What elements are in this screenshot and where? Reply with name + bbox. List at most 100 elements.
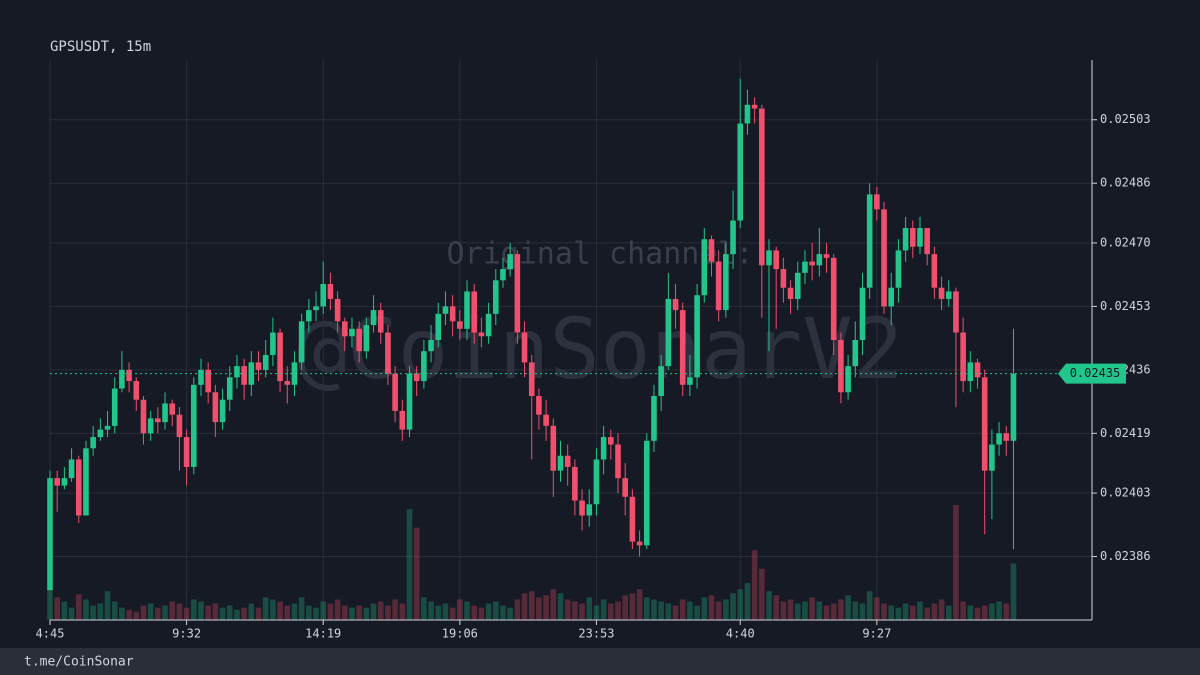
volume-bar [823,605,830,620]
volume-bar [694,605,700,620]
candle-body [838,340,844,393]
candle-body [938,287,945,299]
volume-bar [881,603,887,620]
candle-body [866,194,873,288]
y-tick-label: 0.02486 [1100,176,1151,190]
candle-body [492,280,499,314]
volume-bar [162,605,168,620]
candle-body [313,306,319,311]
volume-bar [140,605,147,620]
candle-body [191,384,197,467]
volume-bar [1010,563,1017,620]
volume-bar [593,605,600,620]
volume-bar [61,601,68,620]
x-tick-label: 9:27 [862,627,891,641]
candle-body [349,328,355,337]
candle-body [421,351,427,382]
volume-bar [277,601,283,620]
volume-bar [974,607,981,620]
candle-body [377,310,384,333]
candle-body [176,414,183,438]
candle-body [507,254,513,270]
volume-bar [363,607,370,620]
volume-bar [715,601,722,620]
candle-body [464,291,470,329]
volume-bar [507,607,513,620]
volume-bar [852,601,859,620]
volume-bar [866,591,873,620]
volume-bar [349,607,355,620]
volume-bar [608,603,614,620]
candle-body [399,410,406,430]
volume-bar [392,599,398,620]
volume-bar [255,607,262,620]
volume-bar [514,599,521,620]
candle-body [298,321,305,363]
candle-body [730,220,736,255]
candle-body [198,369,204,385]
candle-body [363,325,370,352]
volume-bar [1003,603,1010,620]
x-tick-label: 9:32 [172,627,201,641]
candle-body [284,381,291,385]
candle-body [306,310,312,322]
candle-body [449,306,456,322]
volume-bar [270,599,276,620]
y-tick-label: 0.02503 [1100,112,1151,126]
volume-bar [306,605,312,620]
volume-bar [147,603,154,620]
volume-bar [859,603,866,620]
candle-body [636,541,643,546]
candle-body [924,228,930,255]
candle-body [341,321,348,337]
volume-bar [442,603,449,620]
candle-body [75,459,82,516]
volume-bar [651,599,657,620]
volume-bar [874,597,880,620]
volume-bar [176,603,183,620]
candle-body [385,332,391,374]
volume-bar [687,601,693,620]
volume-bar [97,603,104,620]
candle-body [586,504,593,516]
candle-body [270,332,276,355]
candle-body [219,399,226,423]
candle-body [751,104,758,109]
volume-bar [68,607,75,620]
candle-body [471,291,478,333]
volume-bar [910,605,916,620]
candle-body [830,257,837,340]
volume-bar [665,603,672,620]
candle-body [536,396,542,415]
candle-body [54,478,60,486]
volume-bar [528,591,535,620]
candle-body [823,254,830,258]
candle-body [406,373,413,430]
volume-bar [586,597,593,620]
volume-bar [471,605,478,620]
volume-bar [133,611,140,620]
candle-body [147,418,154,434]
candle-body [917,228,923,247]
chart-title: GPSUSDT, 15m [50,39,151,55]
volume-bar [370,603,377,620]
volume-bar [809,597,815,620]
volume-bar [902,603,909,620]
plot [47,78,1092,620]
candle-body [234,366,240,378]
volume-bar [428,601,434,620]
candle-body [241,366,247,385]
candle-body [140,399,147,434]
candle-body [665,298,672,367]
candle-body [1003,433,1010,441]
y-tick-label: 0.02419 [1100,426,1151,440]
candle-body [960,332,966,382]
volume-bar [183,607,190,620]
volume-bar [672,605,679,620]
volume-bar [981,605,988,620]
x-tick-label: 4:40 [726,627,755,641]
volume-bar [449,607,456,620]
candle-body [737,123,744,221]
volume-bar [198,601,204,620]
